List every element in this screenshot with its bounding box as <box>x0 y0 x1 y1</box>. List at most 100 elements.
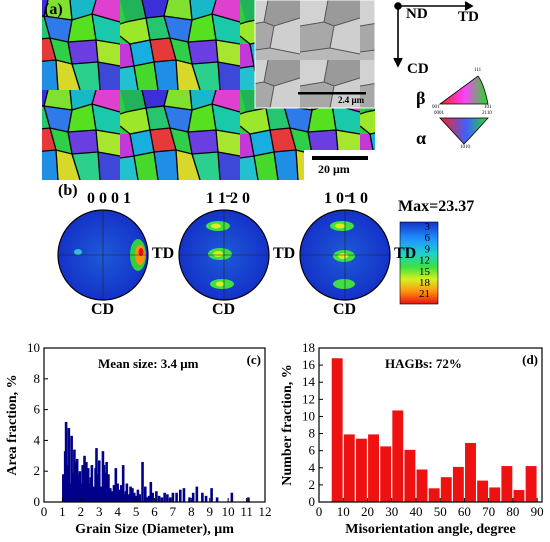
y-tick-label: 8 <box>34 371 41 386</box>
ipf-alpha-symbol: α <box>416 128 427 148</box>
x-tick-label: 30 <box>385 504 398 519</box>
y-tick-label: 2 <box>309 477 316 492</box>
y-tick-label: 10 <box>302 408 315 423</box>
x-tick-label: 80 <box>506 504 519 519</box>
bar <box>136 489 140 502</box>
y-tick-label: 10 <box>27 340 40 355</box>
x-tick-label: 70 <box>482 504 495 519</box>
colorbar-tick-3: 3 <box>425 221 431 233</box>
colorbar <box>399 221 439 305</box>
scale-bar <box>312 156 368 160</box>
y-tick-label: 18 <box>302 340 315 355</box>
bar <box>81 465 84 502</box>
y-tick-label: 0 <box>309 494 316 509</box>
bar <box>168 497 172 502</box>
bar <box>74 461 77 502</box>
ipf-alpha-2110: 2110 <box>482 111 492 116</box>
bar <box>114 468 118 502</box>
x-axis-label: Misorientation angle, degree <box>345 522 515 537</box>
plot-frame <box>318 347 543 503</box>
chart-misorientation: 0 10 20 30 40 50 60 70 80 90024681012141618Misori… <box>280 340 544 537</box>
bar <box>201 492 204 502</box>
bar <box>125 483 129 502</box>
bar <box>452 466 464 502</box>
bar <box>79 483 83 502</box>
bar <box>160 497 164 502</box>
pole-figure-1120 <box>178 209 270 301</box>
bar <box>155 491 158 502</box>
bar <box>163 492 166 502</box>
x-tick-label: 10 <box>222 504 235 519</box>
x-tick-label: 6 <box>151 504 158 519</box>
y-tick-label: 8 <box>309 426 316 441</box>
bar <box>107 474 110 502</box>
x-tick-label: 8 <box>188 504 195 519</box>
pole-title-1010: 1 0 1 0 <box>324 190 368 207</box>
panel-label: (d) <box>522 352 538 367</box>
ipf-alpha-1010: 1010 <box>460 145 470 150</box>
inset-scale-bar <box>298 92 366 95</box>
bar <box>178 489 182 502</box>
y-tick-label: 2 <box>34 463 41 478</box>
x-tick-label: 20 <box>361 504 374 519</box>
axis-cd-label: CD <box>407 61 429 77</box>
y-tick-label: 4 <box>309 460 316 475</box>
bar <box>127 494 131 502</box>
bar <box>92 486 96 502</box>
pole-figure-0001 <box>57 209 149 301</box>
panel-label: (c) <box>247 352 261 367</box>
bar <box>99 486 103 502</box>
y-tick-label: 4 <box>34 432 41 447</box>
y-tick-label: 16 <box>302 357 316 372</box>
bar <box>151 492 154 502</box>
bar <box>331 358 343 502</box>
bar <box>62 474 65 502</box>
bar <box>112 485 116 502</box>
bar <box>143 486 147 502</box>
x-tick-label: 3 <box>96 504 103 519</box>
bar <box>465 442 476 502</box>
bar <box>428 488 440 502</box>
x-tick-label: 1 <box>59 504 66 519</box>
bar <box>171 492 175 502</box>
inset-scale-label: 2.4 μm <box>338 95 365 105</box>
colorbar-tick-18: 18 <box>419 277 431 289</box>
x-tick-label: 7 <box>170 504 177 519</box>
chart-annotation: Mean size: 3.4 μm <box>98 356 199 371</box>
pole-cd-1010: CD <box>333 301 357 318</box>
ipf-beta-111: 111 <box>474 68 482 73</box>
bar <box>131 488 134 502</box>
bar <box>64 421 68 502</box>
panel-b-label: (b) <box>58 182 78 199</box>
bar <box>513 490 525 502</box>
bar <box>195 486 199 502</box>
pole-figure-1010 <box>299 209 391 301</box>
sem-inset <box>254 0 376 109</box>
y-tick-label: 6 <box>34 402 41 417</box>
bar <box>105 461 108 502</box>
pole-title-1120: 1 1 2 0 <box>206 190 250 207</box>
bar <box>404 449 416 502</box>
bar <box>477 480 489 502</box>
axis-td-label: TD <box>458 9 479 25</box>
y-tick-label: 6 <box>309 443 316 458</box>
x-tick-label: 0 <box>316 504 323 519</box>
bar <box>230 492 234 502</box>
bar <box>86 468 90 502</box>
y-tick-label: 0 <box>34 494 41 509</box>
max-intensity-label: Max=23.37 <box>398 198 475 215</box>
x-tick-label: 60 <box>458 504 471 519</box>
pole-title-0001: 0 0 0 1 <box>87 190 131 207</box>
bar <box>103 472 107 502</box>
x-tick-label: 11 <box>240 504 253 519</box>
x-tick-label: 50 <box>434 504 447 519</box>
pole-td-1010: TD <box>394 245 417 262</box>
bar <box>83 455 86 502</box>
ipf-beta-101: 101 <box>484 105 492 110</box>
x-tick-label: 9 <box>207 504 214 519</box>
panel-a-label: (a) <box>44 1 63 18</box>
bar <box>501 466 513 502</box>
x-tick-label: 5 <box>133 504 140 519</box>
bar <box>149 481 153 502</box>
